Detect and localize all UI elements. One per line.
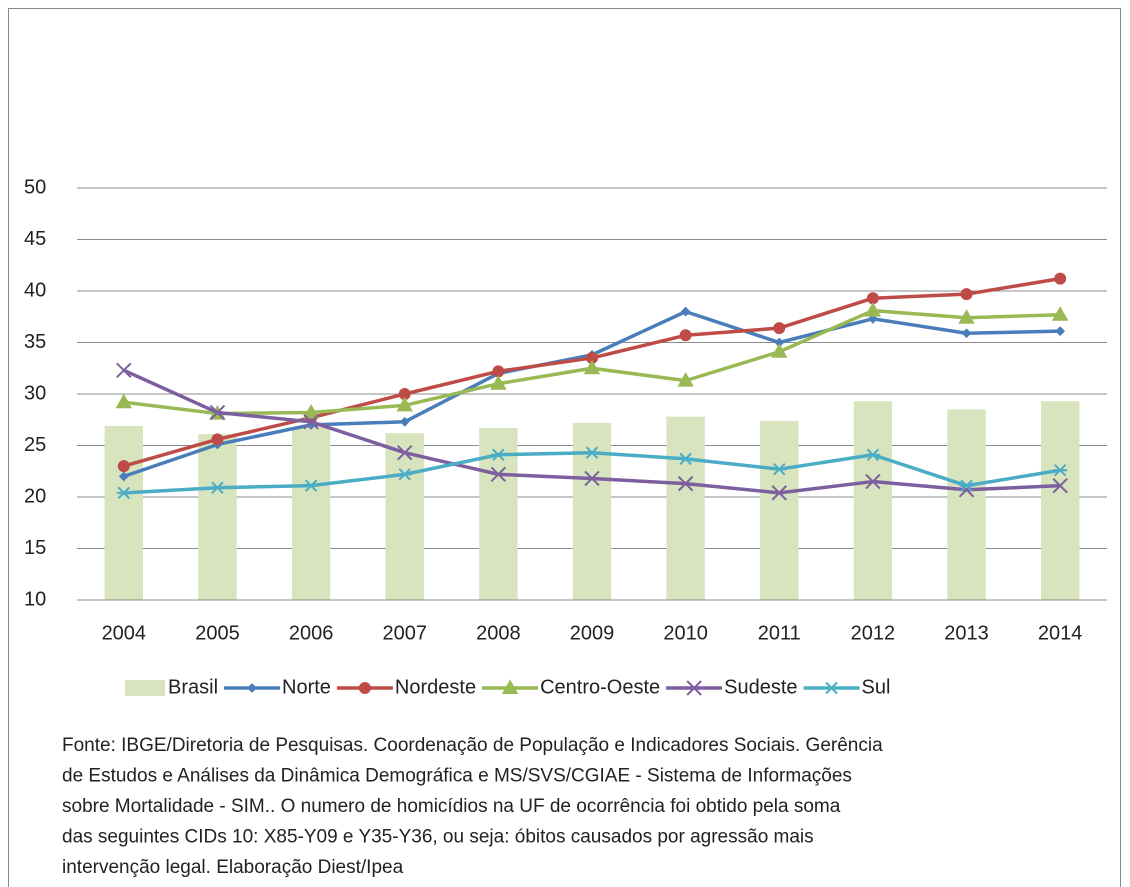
source-note: Fonte: IBGE/Diretoria de Pesquisas. Coor…	[62, 735, 883, 756]
marker	[866, 292, 879, 305]
series-4	[116, 362, 1068, 501]
x-tick-label: 2013	[944, 622, 989, 644]
marker	[1051, 306, 1069, 321]
legend-swatch	[125, 680, 165, 696]
y-tick-label: 15	[24, 537, 46, 559]
marker	[116, 362, 132, 379]
legend-label: Nordeste	[395, 676, 476, 698]
marker	[583, 359, 601, 375]
chart-border	[8, 8, 1121, 887]
legend-label: Brasil	[168, 676, 218, 698]
marker	[771, 343, 788, 358]
x-tick-label: 2005	[195, 622, 240, 644]
y-tick-label: 30	[24, 382, 46, 404]
marker	[501, 679, 519, 694]
marker	[959, 479, 974, 492]
source-note: intervenção legal. Elaboração Diest/Ipea	[62, 857, 404, 878]
x-tick-label: 2014	[1038, 622, 1083, 644]
marker	[397, 468, 412, 481]
marker	[115, 393, 133, 409]
x-tick-label: 2012	[851, 622, 896, 644]
marker	[679, 329, 692, 342]
marker	[864, 302, 882, 317]
y-tick-label: 35	[24, 331, 46, 353]
bar	[853, 401, 893, 600]
marker	[491, 448, 506, 461]
bar	[572, 422, 612, 600]
marker	[303, 414, 319, 430]
marker	[824, 681, 839, 695]
y-tick-label: 20	[24, 485, 46, 507]
marker	[961, 328, 972, 339]
bar	[198, 434, 237, 600]
y-tick-label: 40	[24, 279, 46, 301]
marker	[209, 404, 226, 421]
y-tick-label: 50	[24, 176, 46, 198]
marker	[865, 473, 881, 490]
legend-label: Norte	[282, 676, 331, 698]
series-5	[116, 446, 1068, 500]
bar	[760, 420, 799, 600]
marker	[677, 372, 694, 387]
marker	[211, 433, 224, 446]
source-note: sobre Mortalidade - SIM.. O numero de ho…	[62, 796, 841, 817]
marker	[302, 404, 320, 419]
marker	[958, 309, 975, 324]
x-tick-label: 2010	[663, 622, 708, 644]
marker	[1055, 326, 1066, 337]
marker	[1053, 464, 1068, 477]
marker	[585, 446, 599, 459]
legend-label: Centro-Oeste	[540, 676, 660, 698]
marker	[773, 322, 786, 335]
marker	[867, 313, 878, 324]
marker	[771, 485, 787, 501]
legend-label: Sul	[862, 676, 891, 698]
x-tick-label: 2008	[476, 622, 521, 644]
bar	[666, 416, 705, 600]
y-tick-label: 10	[24, 588, 46, 610]
x-tick-label: 2004	[102, 622, 147, 644]
bar	[104, 425, 144, 600]
marker	[490, 375, 507, 390]
marker	[584, 470, 600, 487]
bar	[947, 409, 986, 600]
marker	[680, 306, 691, 317]
marker	[399, 416, 410, 427]
x-tick-label: 2006	[289, 622, 334, 644]
bar	[1040, 401, 1080, 600]
marker	[1054, 272, 1067, 285]
marker	[1052, 477, 1068, 494]
x-tick-label: 2007	[382, 622, 427, 644]
marker	[397, 445, 413, 461]
x-tick-label: 2009	[570, 622, 615, 644]
marker	[772, 462, 787, 476]
x-tick-label: 2011	[758, 622, 801, 644]
source-note: de Estudos e Análises da Dinâmica Demogr…	[62, 766, 852, 787]
marker	[490, 466, 507, 483]
marker	[960, 288, 973, 301]
bar	[291, 426, 331, 600]
marker	[247, 683, 257, 693]
marker	[358, 682, 371, 694]
source-note: das seguintes CIDs 10: X85-Y09 e Y35-Y36…	[62, 827, 814, 848]
series-3	[115, 302, 1069, 420]
marker	[865, 448, 880, 461]
marker	[396, 396, 413, 412]
marker	[118, 471, 129, 482]
marker	[492, 365, 505, 378]
y-tick-label: 45	[24, 228, 46, 250]
marker	[304, 479, 319, 492]
marker	[678, 452, 693, 466]
marker	[117, 460, 130, 473]
marker	[677, 475, 694, 492]
marker	[210, 481, 225, 494]
y-tick-label: 25	[24, 434, 46, 456]
marker	[686, 680, 702, 696]
marker	[116, 486, 131, 500]
legend-label: Sudeste	[724, 676, 797, 698]
bar	[385, 433, 424, 600]
